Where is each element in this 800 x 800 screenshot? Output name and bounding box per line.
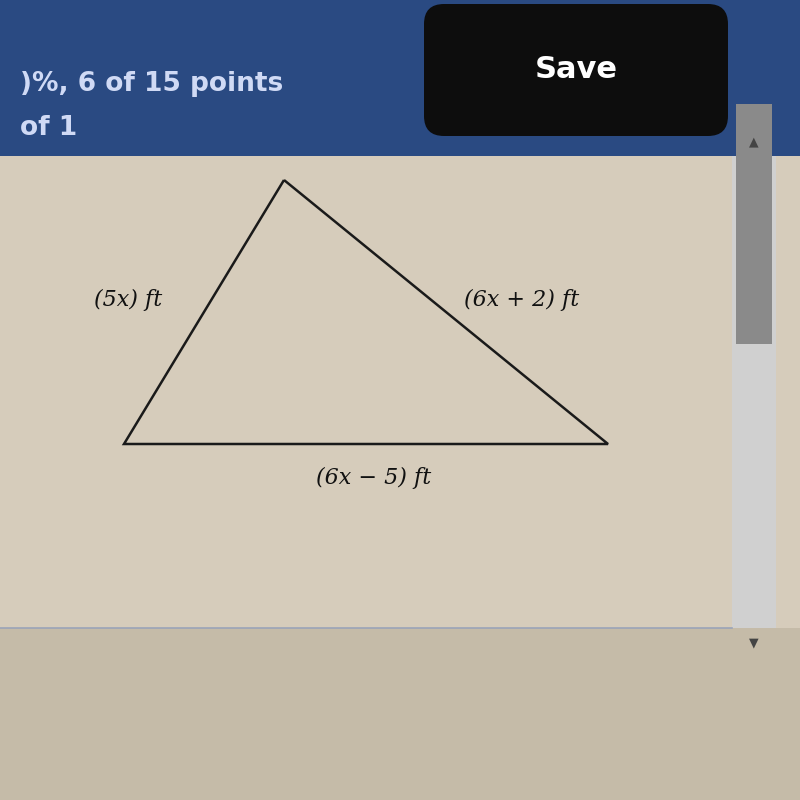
Text: )%, 6 of 15 points: )%, 6 of 15 points	[20, 71, 283, 97]
Text: (6x − 5) ft: (6x − 5) ft	[316, 466, 432, 489]
Text: Save: Save	[534, 55, 618, 85]
FancyBboxPatch shape	[0, 0, 800, 156]
FancyBboxPatch shape	[0, 628, 800, 800]
Text: ▼: ▼	[749, 636, 759, 649]
Text: ▲: ▲	[749, 135, 759, 148]
Text: (5x) ft: (5x) ft	[94, 289, 162, 311]
FancyBboxPatch shape	[736, 104, 772, 344]
Text: (6x + 2) ft: (6x + 2) ft	[464, 289, 580, 311]
FancyBboxPatch shape	[0, 156, 800, 628]
Text: of 1: of 1	[20, 115, 78, 141]
FancyBboxPatch shape	[732, 156, 776, 628]
FancyBboxPatch shape	[424, 4, 728, 136]
